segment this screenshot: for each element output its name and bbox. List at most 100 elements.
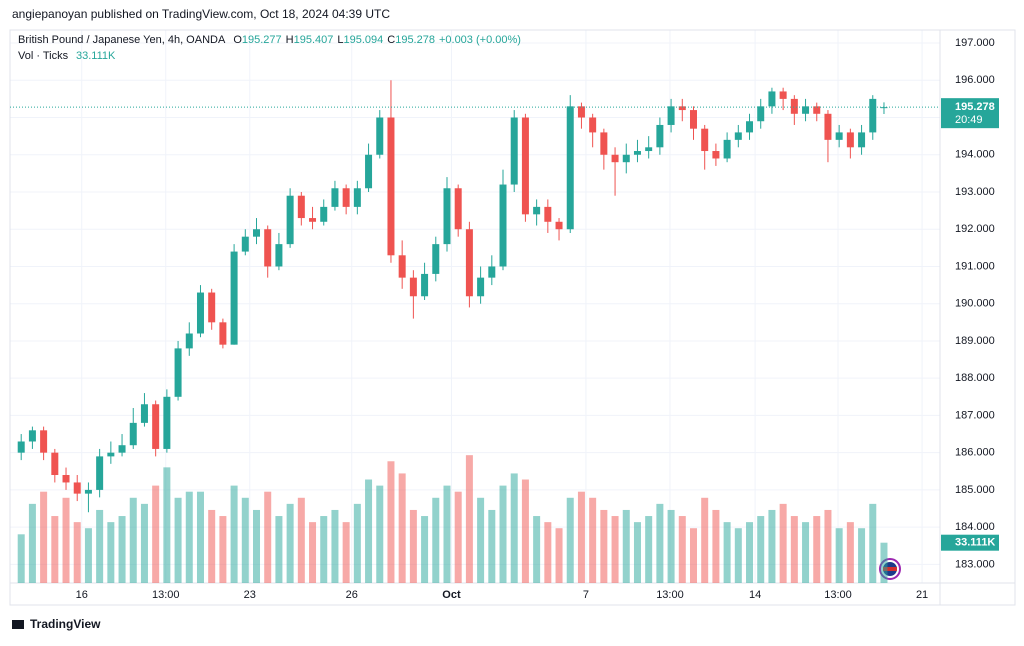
candle-body (824, 113, 832, 140)
candle-body (656, 124, 664, 148)
y-tick-label: 186.000 (955, 447, 995, 459)
y-tick-label: 188.000 (955, 372, 995, 384)
volume-bar (499, 485, 507, 583)
volume-bar (275, 516, 283, 583)
volume-bar (734, 528, 742, 583)
candle-body (678, 106, 686, 111)
volume-bar (712, 509, 720, 583)
candle-body (421, 273, 429, 297)
volume-bar (118, 516, 126, 583)
footer-logo: TradingView (12, 617, 101, 631)
candle-body (835, 132, 843, 140)
volume-bar (488, 509, 496, 583)
x-tick-label: 13:00 (152, 589, 180, 601)
publisher: angiepanoyan published on TradingView.co… (12, 7, 390, 21)
candle-body (499, 184, 507, 267)
volume-bar (813, 516, 821, 583)
candle-body (802, 106, 810, 114)
candle-body (62, 475, 70, 483)
volume-bar (577, 491, 585, 583)
volume-bar (73, 522, 81, 583)
volume-bar (790, 516, 798, 583)
candle-body (477, 277, 485, 297)
volume-bar (286, 503, 294, 583)
symbol: British Pound / Japanese Yen, 4h, OANDA (18, 34, 226, 46)
volume-bar (465, 455, 473, 583)
volume-bar (309, 522, 317, 583)
candle-body (342, 188, 350, 207)
candle-body (409, 277, 417, 297)
x-tick-label: 13:00 (656, 589, 684, 601)
volume-bar (320, 516, 328, 583)
candle-body (589, 117, 597, 133)
volume-bar (633, 522, 641, 583)
candle-body (84, 489, 92, 494)
volume-bar (432, 497, 440, 583)
candle-body (208, 292, 216, 323)
candle-body (768, 91, 776, 107)
volume-bar (701, 497, 709, 583)
flag-stripe (883, 567, 897, 571)
x-tick-label: 13:00 (824, 589, 852, 601)
candle-body (465, 229, 473, 297)
volume-bar (802, 522, 810, 583)
volume-bar (196, 491, 204, 583)
last-price-box (941, 98, 999, 129)
candle-body (28, 430, 36, 442)
candle-body (577, 106, 585, 118)
candle-body (432, 244, 440, 274)
volume-bar (84, 528, 92, 583)
volume-bar (600, 509, 608, 583)
volume-bar (656, 503, 664, 583)
y-tick-label: 185.000 (955, 484, 995, 496)
candle-body (712, 151, 720, 159)
volume-bar (757, 516, 765, 583)
x-tick-label: 7 (583, 589, 589, 601)
candle-body (73, 482, 81, 494)
volume-bar (253, 509, 261, 583)
change: +0.003 (+0.00%) (439, 34, 521, 46)
volume-bar (746, 522, 754, 583)
volume-bar (28, 503, 36, 583)
x-tick-label: 14 (749, 589, 761, 601)
volume-bar (264, 491, 272, 583)
candle-body (622, 154, 630, 163)
candle-body (533, 206, 541, 215)
y-tick-label: 190.000 (955, 298, 995, 310)
y-tick-label: 197.000 (955, 37, 995, 49)
candle-body (746, 121, 754, 133)
volume-box (941, 534, 999, 551)
volume-bar (880, 542, 888, 583)
candle-body (241, 236, 249, 252)
y-tick-label: 183.000 (955, 558, 995, 570)
volume-bar (208, 509, 216, 583)
volume-bar (689, 528, 697, 583)
legend: British Pound / Japanese Yen, 4h, OANDA O… (18, 34, 521, 46)
volume-bar (387, 461, 395, 583)
candle-body (779, 91, 787, 99)
candle-body (275, 244, 283, 267)
candle-body (129, 422, 137, 446)
candle-body (790, 98, 798, 114)
volume-bar (622, 509, 630, 583)
candle-body (286, 195, 294, 245)
candle-body (454, 188, 462, 230)
volume-bar (589, 497, 597, 583)
x-tick-label: 26 (346, 589, 358, 601)
candle-body (387, 117, 395, 256)
candle-body (645, 147, 653, 152)
candle-body (510, 117, 518, 185)
candle-body (858, 132, 866, 148)
ohlc-letter: C (387, 34, 395, 46)
volume-bar (51, 516, 59, 583)
candle-body (107, 452, 115, 457)
volume-bar (96, 509, 104, 583)
volume-bar (342, 522, 350, 583)
candle-body (734, 132, 742, 140)
ohlc-letter: H (286, 34, 294, 46)
volume-bar (544, 522, 552, 583)
candle-body (51, 452, 59, 476)
candle-body (353, 188, 361, 207)
candle-body (600, 132, 608, 155)
